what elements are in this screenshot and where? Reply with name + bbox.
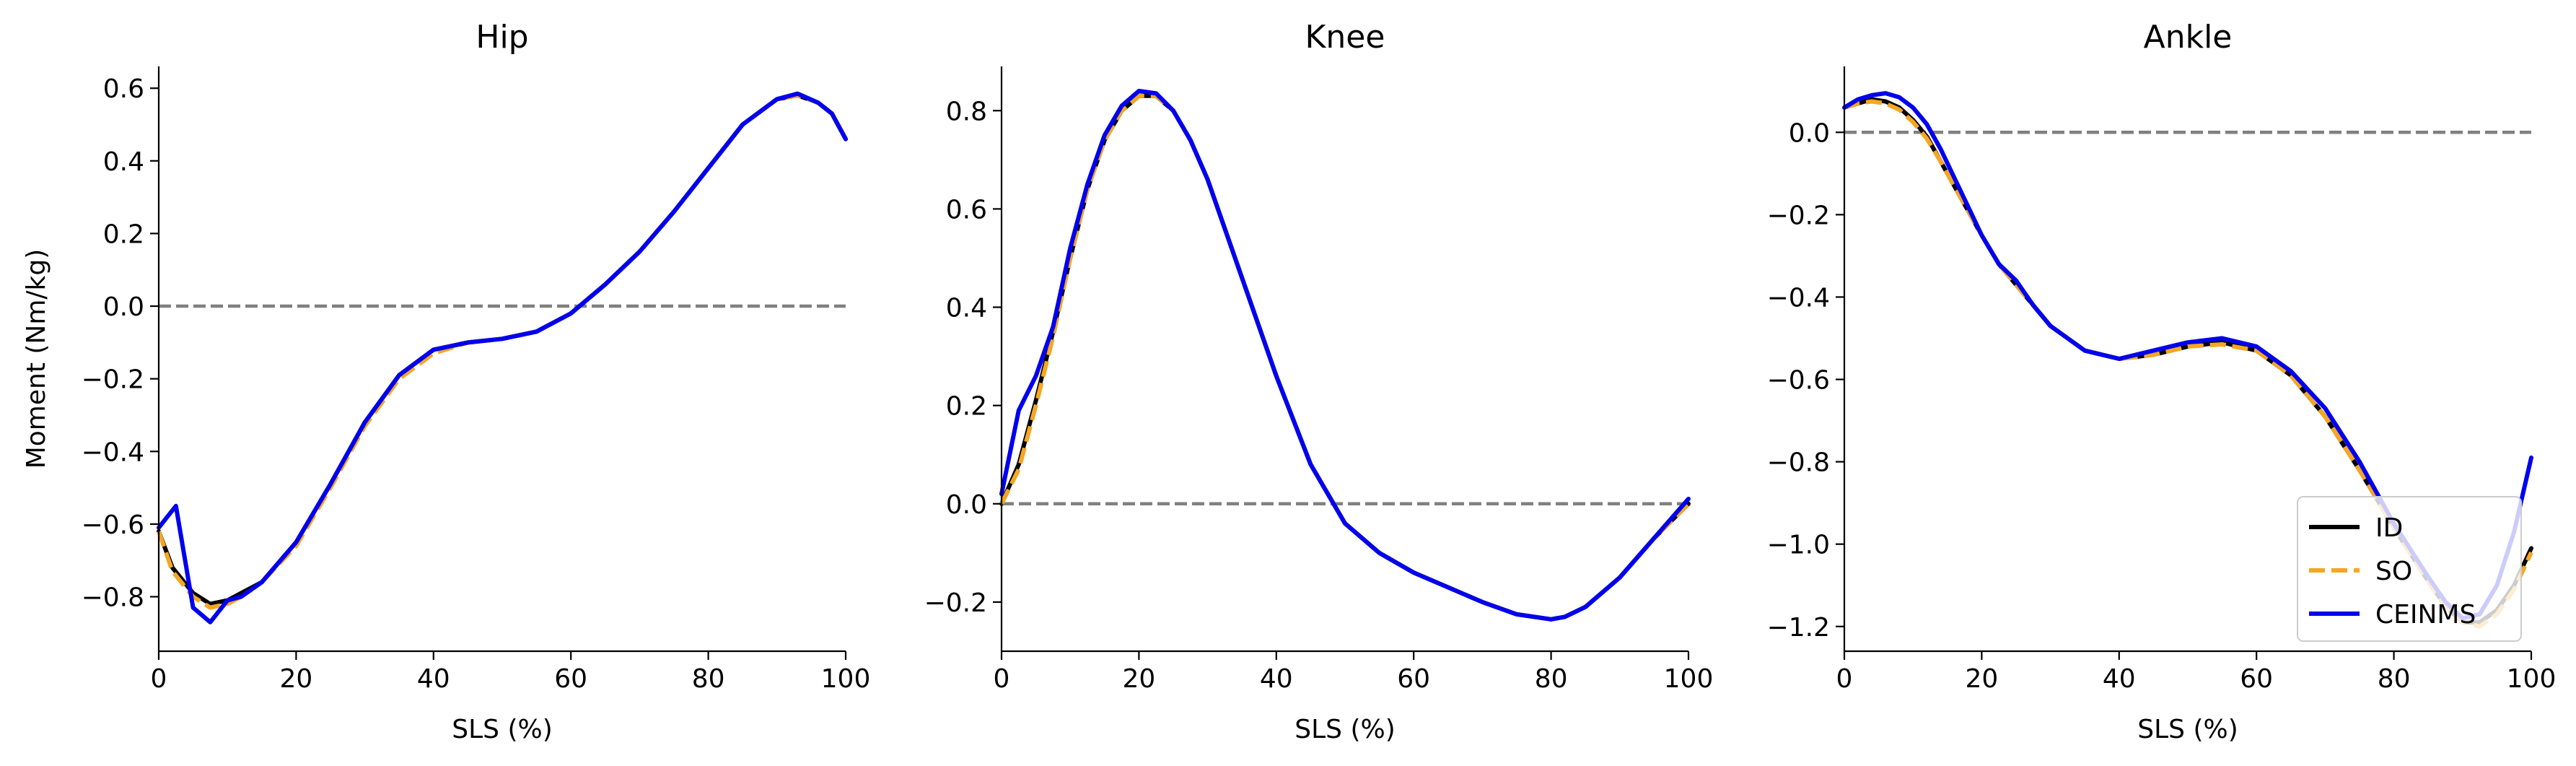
ankle-x-tick-label: 100	[2507, 664, 2557, 694]
panel-ankle: Ankle 0 20 40 60 80 100 −1.2 −1.0 −0.8 −0.6 −0.4 −0.…	[1767, 19, 2557, 744]
hip-x-axis-label: SLS (%)	[452, 715, 553, 744]
hip-title: Hip	[476, 19, 528, 56]
knee-y-tick-label: 0.8	[946, 97, 987, 126]
hip-y-axis-label: Moment (Nm/kg)	[22, 249, 51, 469]
ankle-x-tick-label: 60	[2240, 664, 2273, 694]
knee-y-tick-label: 0.6	[946, 195, 987, 225]
knee-y-tick-label: 0.2	[946, 392, 987, 422]
knee-y-tick-label: 0.0	[946, 490, 987, 520]
legend-label-ceinms: CEINMS	[2375, 600, 2476, 630]
knee-x-tick-label: 40	[1260, 664, 1293, 694]
knee-title: Knee	[1305, 19, 1385, 56]
ankle-y-tick-label: −0.8	[1767, 448, 1830, 478]
ankle-y-tick-label: −0.2	[1767, 201, 1830, 230]
knee-x-tick-label: 100	[1664, 664, 1714, 694]
hip-y-tick-label: −0.6	[82, 510, 144, 540]
ankle-y-tick-label: 0.0	[1789, 118, 1830, 148]
knee-x-tick-label: 0	[994, 664, 1010, 694]
ankle-x-tick-label: 80	[2378, 664, 2411, 694]
legend: ID SO CEINMS	[2297, 496, 2522, 642]
hip-series-id	[157, 93, 848, 606]
hip-y-tick-label: 0.0	[103, 292, 144, 322]
hip-y-tick-label: −0.4	[82, 438, 144, 467]
ankle-x-tick-label: 0	[1836, 664, 1853, 694]
hip-x-tick-label: 80	[692, 664, 725, 694]
hip-x-tick-label: 100	[821, 664, 871, 694]
knee-series-id	[999, 93, 1691, 622]
ankle-y-tick-label: −1.2	[1767, 613, 1830, 643]
ankle-y-tick-label: −0.6	[1767, 366, 1830, 396]
legend-label-id: ID	[2375, 513, 2403, 543]
panel-hip: Hip 0 20 40 60 80 100 −0.8 −0.6 −0.4 −0.2 0.0 0.2 0.4…	[22, 19, 870, 744]
ankle-x-tick-label: 20	[1965, 664, 1998, 694]
hip-y-tick-label: 0.2	[103, 219, 144, 249]
ankle-x-tick-label: 40	[2103, 664, 2136, 694]
knee-x-tick-label: 60	[1397, 664, 1430, 694]
hip-series-so	[157, 93, 848, 610]
knee-x-tick-label: 20	[1122, 664, 1155, 694]
hip-x-tick-label: 40	[417, 664, 450, 694]
ankle-y-tick-label: −0.4	[1767, 283, 1830, 313]
knee-series-so	[999, 93, 1691, 622]
hip-x-tick-label: 0	[151, 664, 167, 694]
hip-y-tick-label: −0.8	[82, 583, 144, 613]
knee-y-tick-label: −0.2	[924, 588, 987, 618]
hip-x-tick-label: 20	[279, 664, 312, 694]
hip-series-ceinms	[157, 91, 848, 624]
knee-series-ceinms	[999, 89, 1691, 622]
knee-x-tick-label: 80	[1535, 664, 1568, 694]
ankle-title: Ankle	[2144, 19, 2233, 56]
legend-frame	[2297, 496, 2522, 642]
knee-x-axis-label: SLS (%)	[1294, 715, 1396, 744]
legend-label-so: SO	[2375, 557, 2412, 586]
hip-y-tick-label: 0.6	[103, 74, 144, 104]
panel-knee: Knee 0 20 40 60 80 100 −0.2 0.0 0.2 0.4 0.6 0.8 SLS (…	[924, 19, 1714, 744]
ankle-x-axis-label: SLS (%)	[2137, 715, 2238, 744]
knee-y-tick-label: 0.4	[946, 294, 987, 323]
hip-x-tick-label: 60	[554, 664, 587, 694]
ankle-y-tick-label: −1.0	[1767, 531, 1830, 560]
hip-y-tick-label: 0.4	[103, 147, 144, 177]
hip-y-tick-label: −0.2	[82, 365, 144, 395]
